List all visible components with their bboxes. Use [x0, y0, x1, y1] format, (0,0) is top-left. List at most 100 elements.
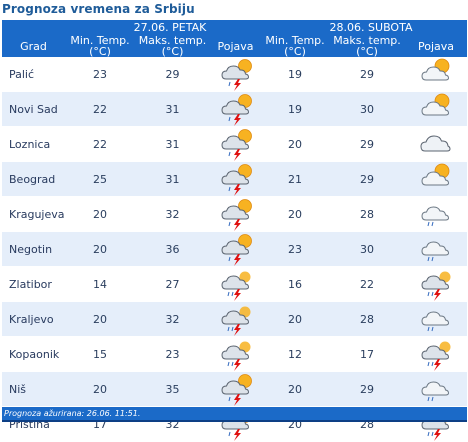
update-footer: Prognoza ažurirana: 26.06. 11:51.: [2, 407, 467, 420]
day2-min-temp: 12: [261, 336, 329, 372]
city-name: Loznica: [2, 126, 65, 162]
day1-max-temp: 32: [135, 301, 210, 337]
table-row: Loznica 22 31 20 29: [2, 126, 468, 162]
forecast-table: 27.06. PETAK 28.06. SUBOTA Grad Min. Tem…: [2, 20, 468, 442]
city-name: Negotin: [2, 231, 65, 267]
page-title: Prognoza vremena za Srbiju: [2, 2, 195, 16]
cloudy-icon: [420, 135, 451, 152]
day1-weather: [210, 126, 261, 162]
cloudy-rain-icon: [421, 206, 450, 227]
thunderstorm-sun-icon: [220, 234, 252, 266]
city-name: Zlatibor: [2, 266, 65, 302]
table-row: Zlatibor 14 27 16 22: [2, 266, 468, 302]
day1-max-temp: 31: [135, 126, 210, 162]
city-name: Kraljevo: [2, 301, 65, 337]
day1-max-temp: 36: [135, 231, 210, 267]
table-row: Novi Sad 22 31 19 30: [2, 91, 468, 127]
day2-max-temp: 29: [329, 126, 405, 162]
thunderstorm-sun-icon: [220, 199, 252, 231]
day2-weather: [405, 301, 468, 337]
day2-max-temp: 28: [329, 196, 405, 232]
partly-cloudy-icon: [421, 163, 450, 186]
day1-weather: [210, 231, 261, 267]
day1-max-temp: 27: [135, 266, 210, 302]
day1-min-temp: 23: [65, 57, 135, 92]
day1-weather: [210, 266, 261, 302]
day2-min-temp: 20: [261, 126, 329, 162]
day1-weather: [210, 301, 261, 337]
day1-max-header: Maks. temp. (°C): [135, 35, 210, 57]
day1-weather: [210, 336, 261, 372]
day1-min-temp: 14: [65, 266, 135, 302]
city-name: Beograd: [2, 161, 65, 197]
day1-max-temp: 23: [135, 336, 210, 372]
day2-pojava-header: Pojava: [405, 35, 468, 57]
day1-min-temp: 15: [65, 336, 135, 372]
day2-max-temp: 29: [329, 161, 405, 197]
day2-max-temp: 17: [329, 336, 405, 372]
day2-min-temp: 16: [261, 266, 329, 302]
day1-min-temp: 20: [65, 371, 135, 407]
thunderstorm-sun-icon: [220, 94, 252, 126]
header-date-row: 27.06. PETAK 28.06. SUBOTA: [2, 20, 468, 35]
day2-max-temp: 28: [329, 301, 405, 337]
header-columns-row: Grad Min. Temp. (°C) Maks. temp. (°C) Poja…: [2, 35, 468, 57]
table-row: Kraljevo 20 32 20 28: [2, 301, 468, 337]
day1-min-temp: 20: [65, 231, 135, 267]
day2-min-header: Min. Temp. (°C): [261, 35, 329, 57]
footer-divider: [2, 420, 467, 422]
day1-max-temp: 31: [135, 161, 210, 197]
thunderstorm-icon: [421, 271, 451, 301]
day2-weather: [405, 126, 468, 162]
day2-min-temp: 20: [261, 301, 329, 337]
cloudy-rain-icon: [421, 381, 450, 402]
partly-cloudy-icon: [421, 58, 450, 81]
day2-max-header: Maks. temp. (°C): [329, 35, 405, 57]
city-name: Palić: [2, 57, 65, 92]
day1-weather: [210, 161, 261, 197]
day2-max-temp: 30: [329, 91, 405, 127]
day1-min-temp: 25: [65, 161, 135, 197]
partly-cloudy-icon: [421, 93, 450, 116]
table-row: Niš 20 35 20 29: [2, 371, 468, 407]
day2-max-temp: 30: [329, 231, 405, 267]
table-row: Palić 23 29 19 29: [2, 57, 468, 92]
cloudy-rain-icon: [421, 241, 450, 262]
day2-min-temp: 21: [261, 161, 329, 197]
day1-min-temp: 22: [65, 126, 135, 162]
day2-max-temp: 29: [329, 57, 405, 92]
day2-date: 28.06. SUBOTA: [261, 20, 468, 35]
thunderstorm-sun-icon: [220, 129, 252, 161]
day2-weather: [405, 161, 468, 197]
day1-pojava-header: Pojava: [210, 35, 261, 57]
city-name: Kopaonik: [2, 336, 65, 372]
table-row: Negotin 20 36 23 30: [2, 231, 468, 267]
thunderstorm-icon: [421, 341, 451, 371]
city-name: Kragujevac: [2, 196, 65, 232]
day1-min-header: Min. Temp. (°C): [65, 35, 135, 57]
day1-max-temp: 31: [135, 91, 210, 127]
thunderstorm-sun-icon: [220, 59, 252, 91]
day2-min-temp: 20: [261, 371, 329, 407]
table-row: Beograd 25 31 21 29: [2, 161, 468, 197]
day2-min-temp: 19: [261, 57, 329, 92]
day1-max-temp: 29: [135, 57, 210, 92]
day1-weather: [210, 196, 261, 232]
day1-max-temp: 35: [135, 371, 210, 407]
thunderstorm-sun-icon: [220, 164, 252, 196]
day2-weather: [405, 266, 468, 302]
day2-min-temp: 20: [261, 196, 329, 232]
day1-min-temp: 20: [65, 196, 135, 232]
day2-weather: [405, 57, 468, 92]
thunderstorm-icon: [220, 341, 250, 371]
city-name: Niš: [2, 371, 65, 407]
thunderstorm-sun-icon: [220, 374, 252, 406]
day2-max-temp: 22: [329, 266, 405, 302]
cloudy-rain-icon: [421, 311, 450, 332]
day1-weather: [210, 371, 261, 407]
day2-weather: [405, 231, 468, 267]
day2-weather: [405, 196, 468, 232]
thunderstorm-icon: [220, 271, 250, 301]
table-row: Kragujevac 20 32 20 28: [2, 196, 468, 232]
day2-min-temp: 23: [261, 231, 329, 267]
